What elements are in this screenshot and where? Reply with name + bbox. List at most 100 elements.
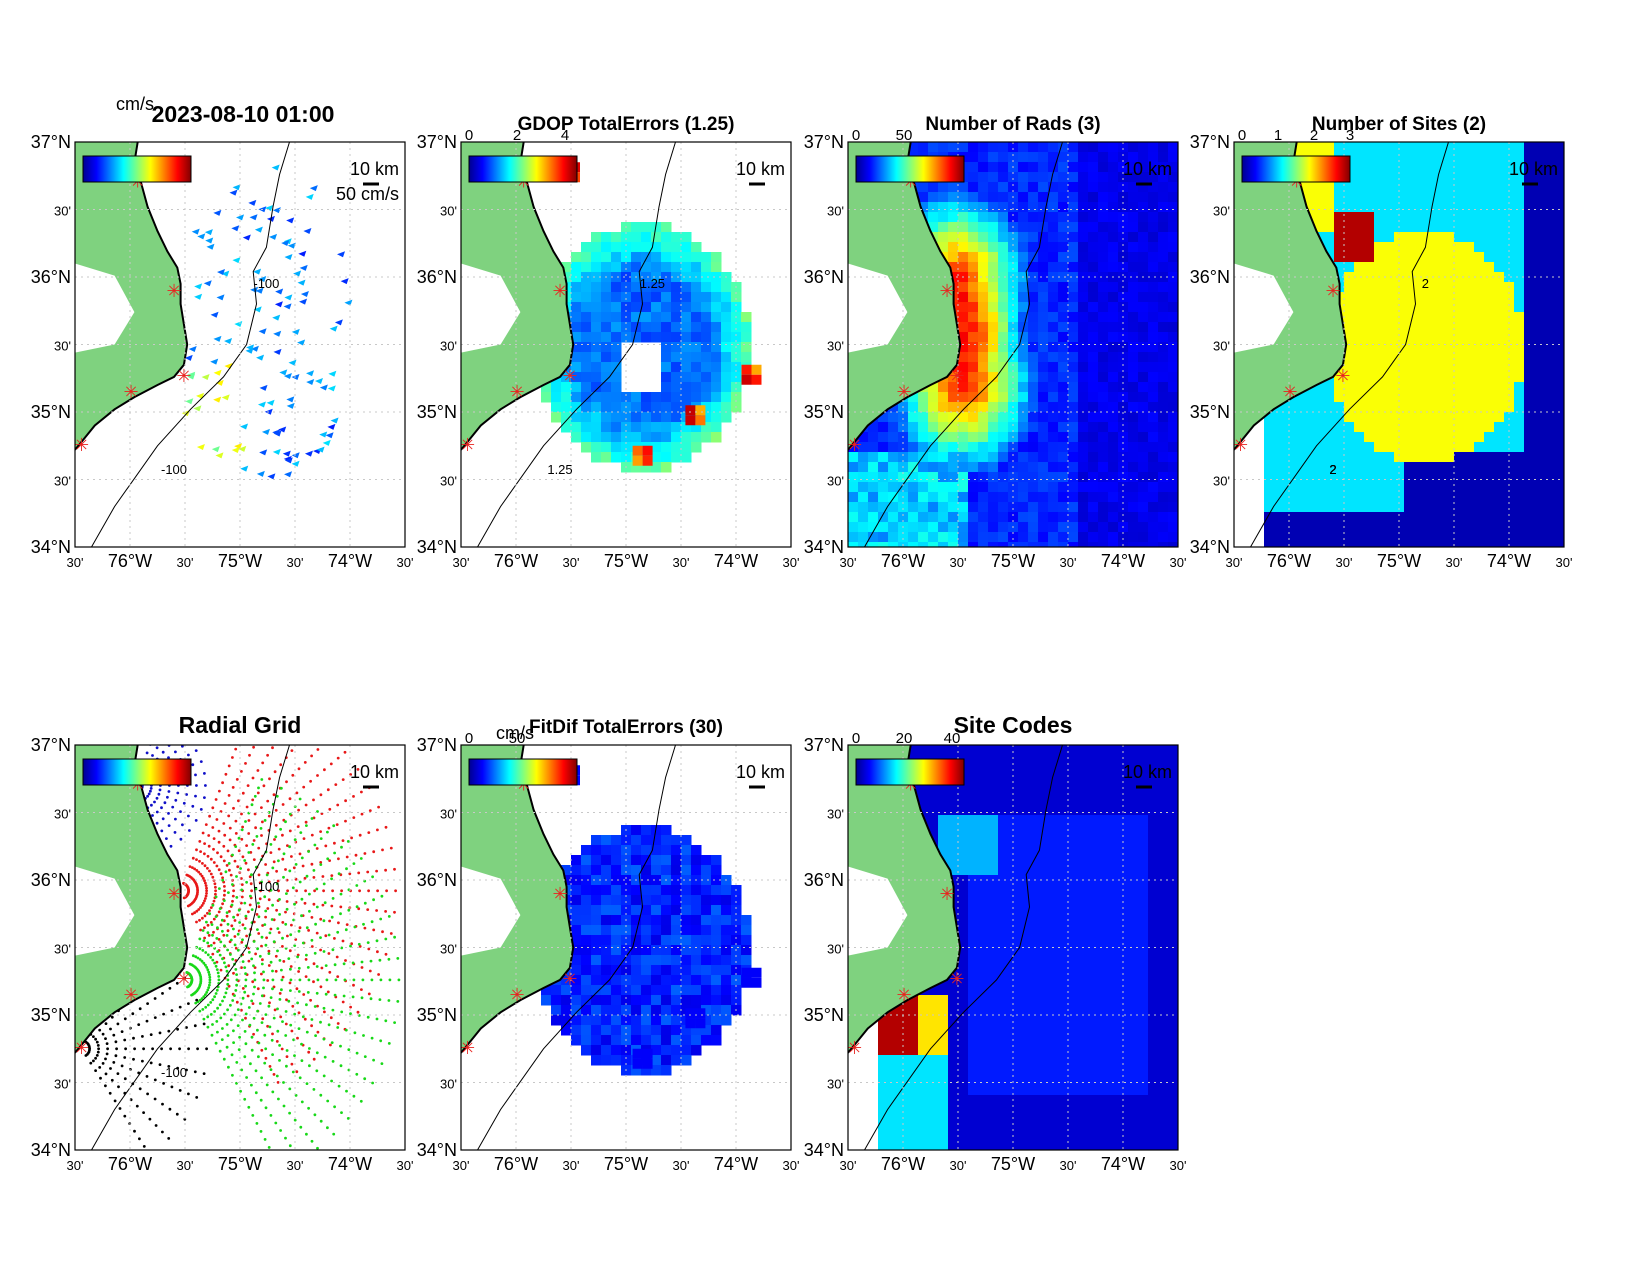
grid-cell [1138, 222, 1149, 233]
grid-cell [701, 362, 712, 373]
grid-cell [978, 412, 989, 423]
grid-cell [1384, 472, 1395, 483]
grid-cell [1494, 232, 1505, 243]
lon-tick-label: 75°W [1377, 551, 1421, 571]
radial-grid-point [333, 993, 337, 997]
radial-grid-point [182, 896, 186, 900]
radial-grid-point [202, 961, 206, 965]
grid-cell [561, 392, 572, 403]
grid-cell [1464, 522, 1475, 533]
radial-grid-point [298, 797, 302, 801]
radial-grid-point [165, 731, 168, 734]
grid-cell [1474, 282, 1485, 293]
grid-cell [1514, 372, 1525, 383]
grid-cell [1324, 442, 1335, 453]
grid-cell [1028, 382, 1039, 393]
radial-grid-point [250, 889, 254, 893]
radial-grid-point [221, 878, 225, 882]
grid-cell [958, 392, 969, 403]
radial-grid-point [149, 789, 152, 793]
grid-cell [1534, 492, 1545, 503]
radial-grid-point [384, 825, 388, 829]
grid-cell [1484, 322, 1495, 333]
radial-grid-point [270, 1038, 274, 1042]
grid-cell [1354, 272, 1365, 283]
grid-cell [711, 352, 722, 363]
grid-cell [651, 242, 662, 253]
radial-grid-point [131, 1012, 135, 1016]
radial-grid-point [297, 929, 301, 933]
radial-grid-point [94, 1037, 97, 1041]
grid-cell [1058, 192, 1069, 203]
grid-cell [1128, 232, 1139, 243]
radial-grid-point [350, 942, 353, 946]
grid-cell [591, 442, 602, 453]
grid-cell [671, 312, 682, 323]
grid-cell [1354, 232, 1365, 243]
grid-cell [1434, 182, 1445, 193]
grid-cell [621, 302, 632, 313]
current-vector [272, 207, 281, 214]
radial-grid-point [220, 1038, 224, 1041]
radial-grid-point [207, 944, 211, 948]
radial-grid-point [207, 986, 211, 989]
grid-cell [1514, 302, 1525, 313]
grid-cell [1544, 492, 1555, 503]
grid-cell [1374, 182, 1385, 193]
grid-cell [591, 402, 602, 413]
grid-cell [1344, 142, 1355, 153]
grid-cell [1314, 452, 1325, 463]
grid-cell [1108, 382, 1119, 393]
radial-grid-point [237, 849, 241, 853]
grid-cell [571, 332, 582, 343]
colorbar-tick: 0 [852, 127, 860, 144]
radial-grid-point [260, 1021, 264, 1024]
radial-grid-point [84, 1054, 88, 1057]
grid-cell [691, 372, 702, 383]
current-vector [327, 385, 336, 392]
grid-cell [671, 372, 682, 383]
radial-grid-point [305, 1030, 309, 1034]
grid-cell [978, 232, 989, 243]
current-vector [185, 398, 194, 405]
grid-cell [1414, 502, 1425, 513]
grid-cell [1384, 462, 1395, 473]
radial-grid-point [257, 1055, 260, 1059]
grid-cell [1274, 532, 1285, 543]
radial-grid-point [156, 726, 159, 729]
grid-cell [731, 392, 742, 403]
grid-cell [1028, 542, 1039, 547]
grid-cell [1374, 462, 1385, 473]
grid-cell [571, 935, 582, 946]
radial-grid-point [326, 1099, 330, 1103]
grid-cell [711, 905, 722, 916]
grid-cell [938, 192, 949, 203]
radial-grid-point [302, 837, 306, 840]
radial-grid-point [239, 867, 243, 870]
grid-cell [988, 252, 999, 263]
grid-cell [661, 402, 672, 413]
radial-grid-point [281, 945, 284, 948]
grid-cell [858, 432, 869, 443]
grid-cell [1554, 172, 1564, 183]
current-vector [272, 314, 281, 321]
grid-cell [1554, 422, 1564, 433]
grid-cell [1474, 542, 1485, 547]
radial-grid-point [363, 1055, 367, 1058]
radial-grid-point [210, 923, 214, 926]
lon-tick-label: 74°W [328, 1154, 372, 1174]
radial-grid-point [288, 949, 292, 953]
radial-grid-point [291, 1070, 295, 1074]
grid-cell [691, 292, 702, 303]
radial-grid-point [146, 1092, 150, 1096]
grid-cell [561, 975, 572, 986]
grid-cell [1364, 442, 1375, 453]
grid-cell [968, 412, 979, 423]
radial-grid-point [206, 911, 209, 915]
grid-cell [1384, 322, 1395, 333]
grid-cell [1058, 282, 1069, 293]
grid-cell [1544, 342, 1555, 353]
grid-cell [1404, 152, 1415, 163]
grid-cell [1364, 432, 1375, 443]
radial-grid-point [271, 987, 274, 991]
